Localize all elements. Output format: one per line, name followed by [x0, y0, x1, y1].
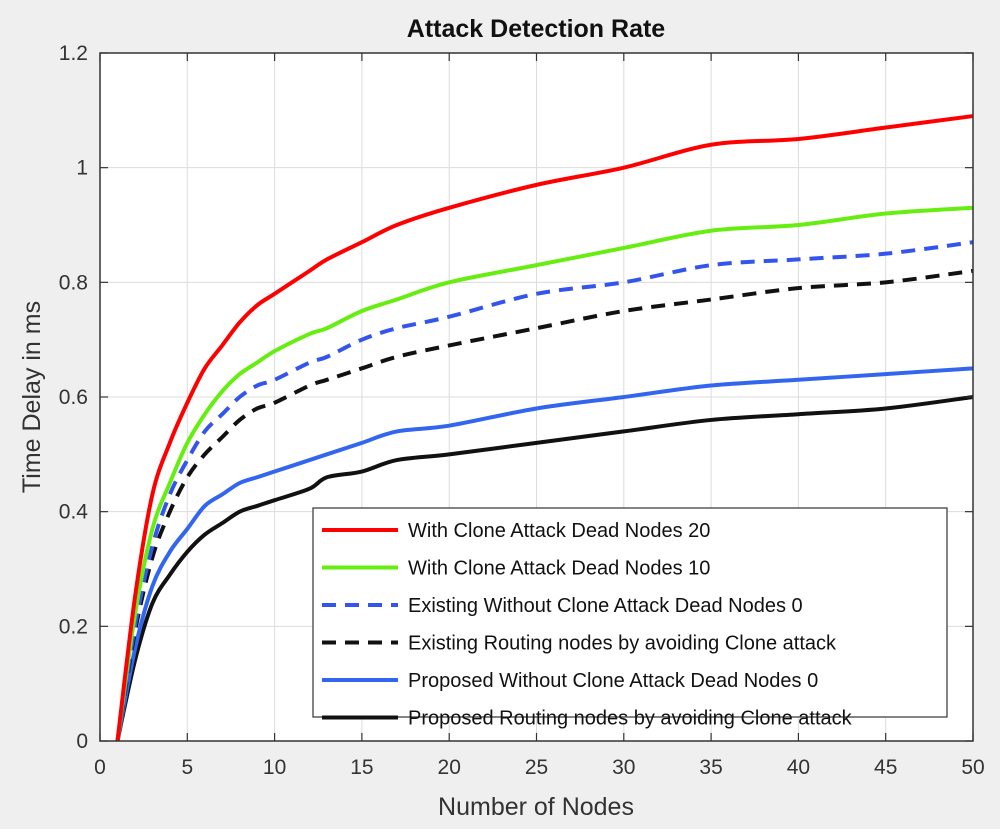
series-line [115, 395, 974, 742]
y-tick-label: 0.2 [59, 615, 88, 638]
legend-label: Existing Routing nodes by avoiding Clone… [408, 633, 837, 655]
x-tick-label: 35 [699, 756, 722, 779]
series-line [115, 114, 974, 742]
x-tick-label: 25 [525, 756, 548, 779]
chart-title: Attack Detection Rate [407, 15, 665, 43]
legend-label: With Clone Attack Dead Nodes 20 [408, 520, 710, 542]
x-tick-label: 0 [94, 756, 106, 779]
legend: With Clone Attack Dead Nodes 20 With Clon… [312, 507, 948, 730]
x-tick-label: 20 [438, 756, 461, 779]
x-tick-label: 45 [874, 756, 897, 779]
x-tick-label: 10 [263, 756, 286, 779]
x-tick-label: 30 [612, 756, 635, 779]
series-line [115, 268, 974, 742]
series-line [115, 205, 974, 742]
x-tick-label: 50 [961, 756, 984, 779]
y-tick-label: 1.2 [59, 42, 88, 65]
y-tick-label: 0.4 [59, 501, 89, 524]
y-tick-label: 0.8 [59, 271, 88, 294]
series-layer [115, 114, 974, 742]
x-tick-label: 40 [787, 756, 810, 779]
legend-label: Proposed Without Clone Attack Dead Nodes… [408, 670, 818, 692]
y-axis-label: Time Delay in ms [18, 301, 46, 493]
series-line [115, 366, 974, 742]
x-tick-label: 5 [181, 756, 193, 779]
series-line [115, 240, 974, 742]
legend-label: With Clone Attack Dead Nodes 10 [408, 558, 710, 580]
y-tick-label: 0 [76, 730, 88, 753]
y-tick-label: 1 [76, 157, 88, 180]
legend-label: Proposed Routing nodes by avoiding Clone… [408, 708, 853, 730]
legend-label: Existing Without Clone Attack Dead Nodes… [408, 595, 803, 617]
x-tick-label: 15 [350, 756, 373, 779]
axis-ticks: 0 5 10 15 20 25 30 35 40 45 50 0 0.2 0.4 0.6 0.8 1 1.2 [59, 42, 985, 779]
legend-box [312, 507, 948, 718]
y-tick-label: 0.6 [59, 386, 88, 409]
x-axis-label: Number of Nodes [438, 793, 634, 821]
